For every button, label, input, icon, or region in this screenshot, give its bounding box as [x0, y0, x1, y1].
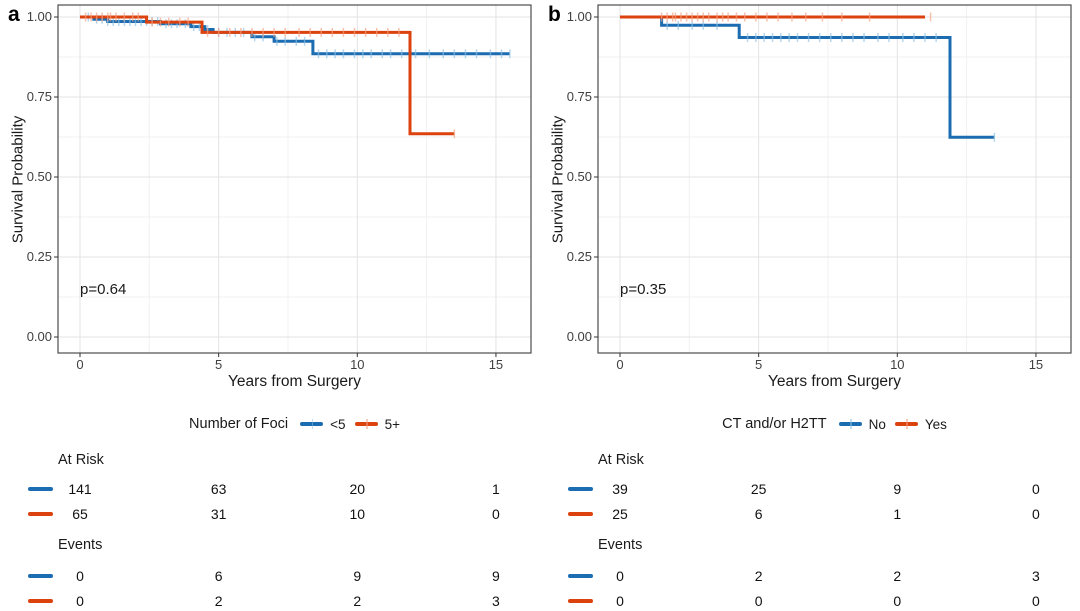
- series-swatch-icon: [28, 487, 53, 491]
- line-swatch-icon: [894, 419, 918, 429]
- km-chart-a: [54, 4, 532, 357]
- event-count: 0: [754, 593, 763, 609]
- x-tick-label: 5: [215, 357, 223, 372]
- risk-count: 1: [893, 506, 902, 522]
- survival-curve-No: [620, 15, 995, 139]
- x-tick-label: 5: [755, 357, 763, 372]
- risk-count: 9: [893, 481, 902, 497]
- panel-a: a Survival Probability Years from Surger…: [8, 3, 532, 609]
- legend: Number of Foci <5 5+: [58, 413, 531, 435]
- x-tick-label: 15: [1028, 357, 1044, 372]
- risk-count: 0: [492, 506, 500, 522]
- series-swatch-icon: [568, 487, 593, 491]
- risk-count: 6: [754, 506, 763, 522]
- at-risk-header: At Risk: [598, 452, 644, 468]
- p-value-label: p=0.64: [80, 281, 127, 298]
- event-count: 0: [616, 593, 624, 609]
- event-count: 3: [1032, 568, 1040, 584]
- event-count: 2: [353, 593, 362, 609]
- risk-count: 63: [210, 481, 227, 497]
- risk-count: 141: [68, 481, 92, 497]
- km-chart-b: [594, 4, 1072, 357]
- y-tick-label: 0.00: [26, 329, 52, 344]
- risk-count: 10: [349, 506, 366, 522]
- x-tick-label: 0: [616, 357, 624, 372]
- legend-item-group2: 5+: [354, 417, 400, 432]
- x-tick-label: 10: [890, 357, 905, 372]
- series-swatch-icon: [568, 599, 593, 603]
- y-tick-label: 1.00: [26, 9, 52, 24]
- at-risk-header: At Risk: [58, 452, 104, 468]
- survival-curve-5+: [80, 15, 455, 136]
- y-tick-label: 0.25: [26, 249, 52, 264]
- legend-item-group2: Yes: [894, 417, 947, 432]
- y-tick-label: 0.50: [26, 169, 52, 184]
- event-count: 0: [1032, 593, 1040, 609]
- event-count: 2: [893, 568, 902, 584]
- series-swatch-icon: [568, 574, 593, 578]
- events-header: Events: [58, 537, 103, 553]
- event-count: 0: [76, 593, 84, 609]
- event-count: 9: [492, 568, 500, 584]
- legend-title: CT and/or H2TT: [722, 416, 827, 432]
- risk-count: 1: [492, 481, 500, 497]
- p-value-label: p=0.35: [620, 281, 667, 298]
- y-tick-label: 0.75: [566, 89, 592, 104]
- event-count: 2: [214, 593, 223, 609]
- x-axis-title: Years from Surgery: [228, 373, 361, 390]
- line-swatch-icon: [838, 419, 862, 429]
- event-count: 9: [353, 568, 362, 584]
- panel-letter-a: a: [8, 3, 20, 26]
- events-header: Events: [598, 537, 643, 553]
- x-tick-label: 15: [488, 357, 504, 372]
- risk-count: 25: [612, 506, 628, 522]
- event-count: 0: [76, 568, 84, 584]
- risk-count: 0: [1032, 506, 1040, 522]
- event-count: 6: [214, 568, 223, 584]
- risk-count: 39: [612, 481, 628, 497]
- risk-count: 25: [750, 481, 767, 497]
- line-swatch-icon: [300, 419, 324, 429]
- y-tick-label: 1.00: [566, 9, 592, 24]
- legend: CT and/or H2TT No Yes: [598, 413, 1071, 435]
- series-swatch-icon: [28, 599, 53, 603]
- series-swatch-icon: [568, 512, 593, 516]
- x-tick-label: 0: [76, 357, 84, 372]
- risk-count: 65: [72, 506, 88, 522]
- y-tick-label: 0.75: [26, 89, 52, 104]
- series-swatch-icon: [28, 574, 53, 578]
- risk-count: 31: [210, 506, 227, 522]
- x-axis-title: Years from Surgery: [768, 373, 901, 390]
- x-tick-label: 10: [350, 357, 365, 372]
- panel-b: b Survival Probability Years from Surger…: [540, 0, 1080, 611]
- event-count: 2: [754, 568, 763, 584]
- y-tick-label: 0.00: [566, 329, 592, 344]
- event-count: 3: [492, 593, 500, 609]
- legend-item-group1: No: [838, 417, 886, 432]
- survival-curve-<5: [80, 15, 510, 56]
- series-swatch-icon: [28, 512, 53, 516]
- plot-border: [597, 4, 1072, 354]
- legend-title: Number of Foci: [189, 416, 289, 432]
- line-swatch-icon: [354, 419, 378, 429]
- event-count: 0: [893, 593, 902, 609]
- panel-letter-b: b: [548, 3, 561, 26]
- plot-border: [57, 4, 532, 354]
- legend-item-group1: <5: [300, 417, 346, 432]
- risk-count: 0: [1032, 481, 1040, 497]
- y-tick-label: 0.50: [566, 169, 592, 184]
- event-count: 0: [616, 568, 624, 584]
- y-tick-label: 0.25: [566, 249, 592, 264]
- risk-count: 20: [349, 481, 366, 497]
